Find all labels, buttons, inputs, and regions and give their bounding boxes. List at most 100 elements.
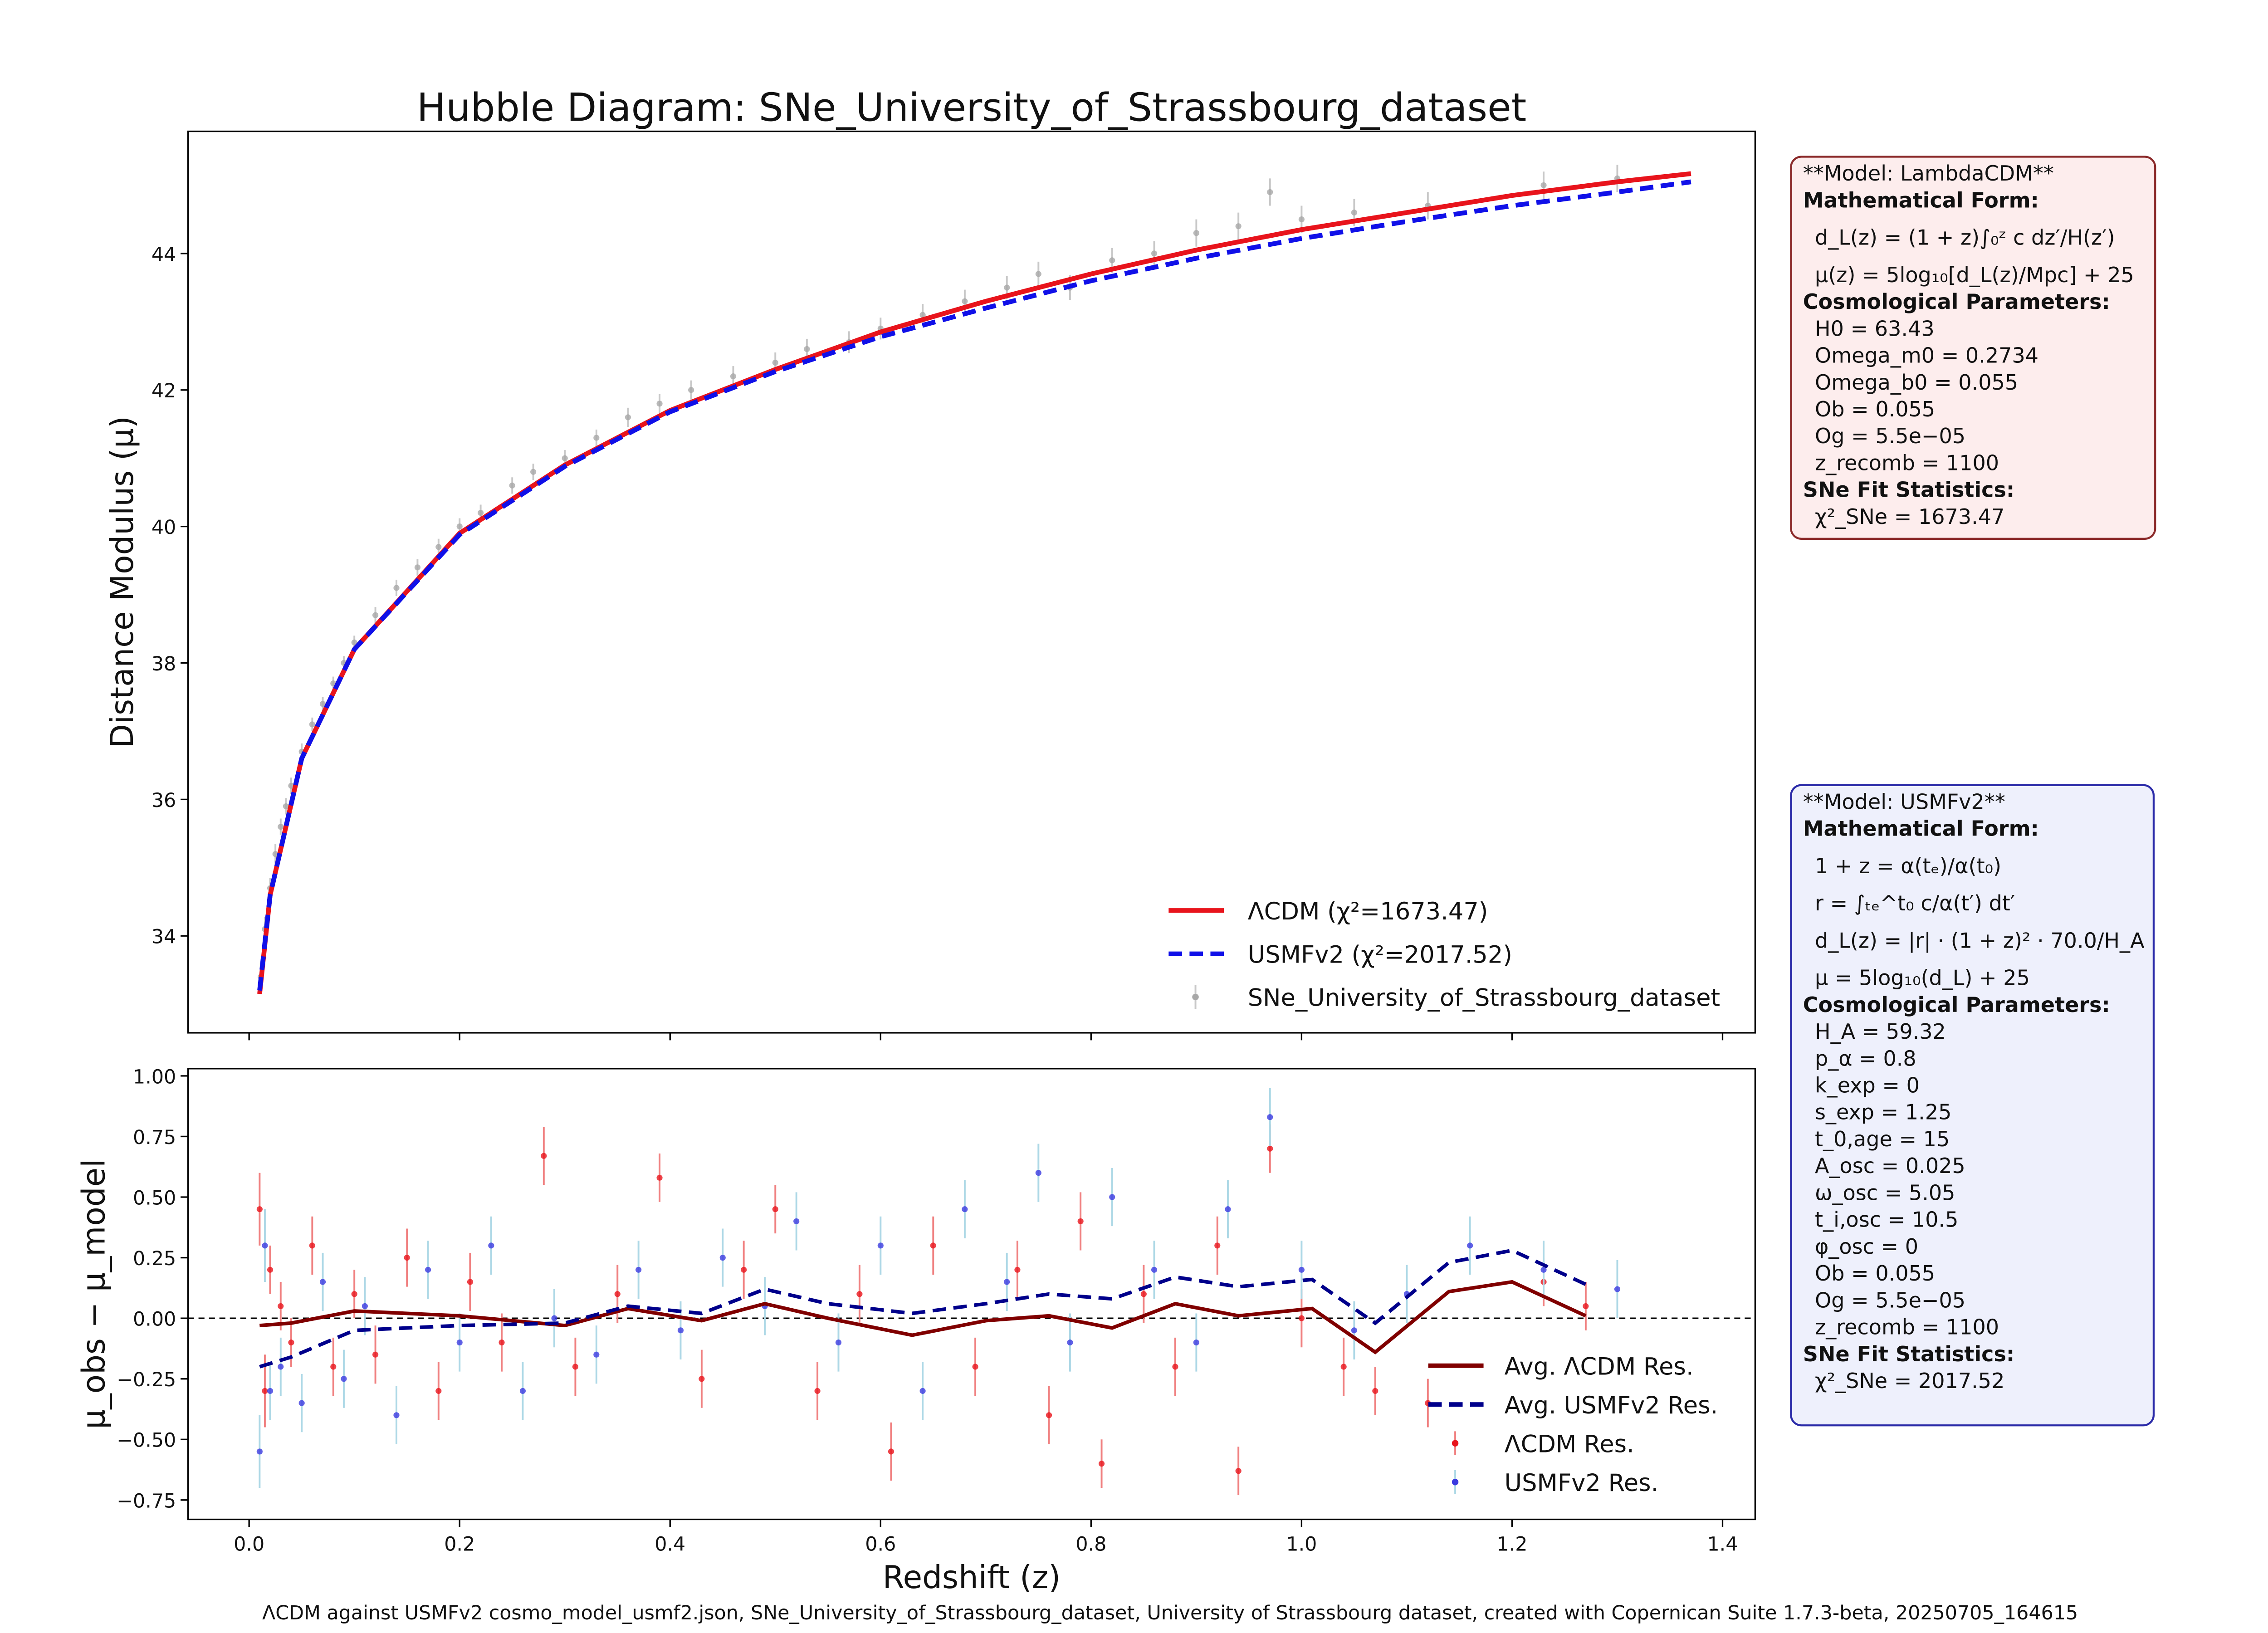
data-point	[1372, 1388, 1378, 1394]
y-tick-label: 34	[152, 926, 176, 949]
info-line: z_recomb = 1100	[1815, 1315, 1999, 1340]
data-point	[1098, 1461, 1105, 1467]
data-point	[467, 1279, 473, 1285]
x-tick-label: 0.8	[1075, 1533, 1106, 1556]
chart-title: Hubble Diagram: SNe_University_of_Strass…	[417, 86, 1526, 131]
data-point	[772, 359, 778, 366]
info-line: χ²_SNe = 1673.47	[1815, 504, 2004, 529]
data-point	[478, 509, 484, 516]
data-point	[278, 1303, 284, 1309]
data-point	[1583, 1303, 1589, 1309]
data-point	[1014, 1266, 1021, 1273]
data-point	[730, 373, 737, 380]
data-point	[456, 1339, 463, 1346]
data-point	[1004, 1279, 1010, 1285]
data-point	[656, 1174, 663, 1181]
data-point	[888, 1448, 894, 1455]
data-point	[930, 1242, 936, 1249]
info-formula: 1 + z = α(tₑ)/α(t₀)	[1815, 854, 2001, 878]
x-axis-label: Redshift (z)	[883, 1560, 1061, 1596]
data-point	[541, 1153, 547, 1159]
data-point	[688, 387, 694, 393]
data-point	[1225, 1206, 1231, 1213]
data-point	[488, 1242, 494, 1249]
x-tick-label: 1.4	[1707, 1533, 1738, 1556]
info-heading: Cosmological Parameters:	[1803, 993, 2110, 1017]
info-line: Ob = 0.055	[1815, 397, 1935, 421]
y-tick-label: −0.25	[117, 1369, 176, 1391]
data-point	[372, 1351, 379, 1358]
info-heading: Cosmological Parameters:	[1803, 289, 2110, 314]
line	[259, 1248, 1587, 1369]
plot-frame	[187, 130, 1756, 1034]
data-point	[1067, 1339, 1073, 1346]
legend-label: Avg. USMFv2 Res.	[1505, 1392, 1718, 1419]
data-point	[1193, 1339, 1199, 1346]
data-point	[288, 1339, 294, 1346]
data-point	[435, 1388, 442, 1394]
data-point	[572, 1364, 579, 1370]
info-formula: μ = 5log₁₀(d_L) + 25	[1815, 966, 2030, 990]
data-point	[1035, 271, 1041, 277]
data-point	[267, 1388, 274, 1394]
data-point	[1298, 1266, 1305, 1273]
data-point	[372, 612, 379, 618]
data-point	[330, 1364, 337, 1370]
data-point	[1235, 223, 1242, 230]
data-point	[593, 1351, 600, 1358]
y-tick-label: 1.00	[133, 1066, 176, 1088]
data-point	[1109, 257, 1115, 264]
data-point	[741, 1266, 747, 1273]
legend-label: USMFv2 (χ²=2017.52)	[1248, 941, 1512, 968]
data-point	[677, 1327, 684, 1334]
data-point	[1614, 1286, 1621, 1292]
y-tick-label: −0.50	[117, 1429, 176, 1452]
data-point	[1077, 1218, 1084, 1225]
info-line: H_A = 59.32	[1815, 1019, 1946, 1044]
data-point	[309, 1242, 315, 1249]
info-line: Ob = 0.055	[1815, 1261, 1935, 1286]
y-tick-label: 0.25	[133, 1247, 176, 1270]
data-point	[1467, 1242, 1473, 1249]
data-point	[1235, 1468, 1242, 1474]
info-formula: μ(z) = 5log₁₀[d_L(z)/Mpc] + 25	[1815, 263, 2134, 287]
legend-label: USMFv2 Res.	[1505, 1469, 1659, 1497]
info-title: **Model: LambdaCDM**	[1803, 161, 2054, 186]
data-point	[309, 721, 315, 728]
data-point	[351, 1291, 357, 1297]
info-box	[1790, 156, 2156, 540]
plot-area	[257, 165, 1691, 994]
legend-swatch	[1452, 1440, 1459, 1447]
info-title: **Model: USMFv2**	[1803, 789, 2005, 814]
data-point	[804, 346, 810, 352]
info-line: Og = 5.5e−05	[1815, 424, 1965, 448]
data-point	[298, 1400, 305, 1406]
data-point	[1351, 209, 1357, 216]
y-tick-label: 40	[152, 516, 176, 539]
data-point	[1298, 1315, 1305, 1321]
info-line: z_recomb = 1100	[1815, 450, 1999, 475]
data-point	[341, 1376, 347, 1382]
data-point	[814, 1388, 821, 1394]
data-point	[1151, 250, 1158, 257]
x-tick-label: 0.4	[655, 1533, 685, 1556]
data-point	[625, 414, 631, 420]
legend-label: ΛCDM (χ²=1673.47)	[1248, 898, 1488, 925]
info-line: Og = 5.5e−05	[1815, 1288, 1965, 1312]
data-point	[656, 401, 663, 407]
data-point	[562, 455, 568, 461]
data-point	[1351, 1327, 1357, 1334]
plot-area	[188, 1088, 1755, 1496]
y-tick-label: 0.50	[133, 1187, 176, 1209]
data-point	[699, 1376, 705, 1382]
info-line: ω_osc = 5.05	[1815, 1180, 1955, 1205]
data-point	[256, 1206, 263, 1213]
data-point	[256, 1448, 263, 1455]
data-point	[499, 1339, 505, 1346]
data-point	[1340, 1364, 1347, 1370]
data-point	[283, 803, 289, 810]
data-point	[519, 1388, 526, 1394]
data-point	[1151, 1266, 1158, 1273]
